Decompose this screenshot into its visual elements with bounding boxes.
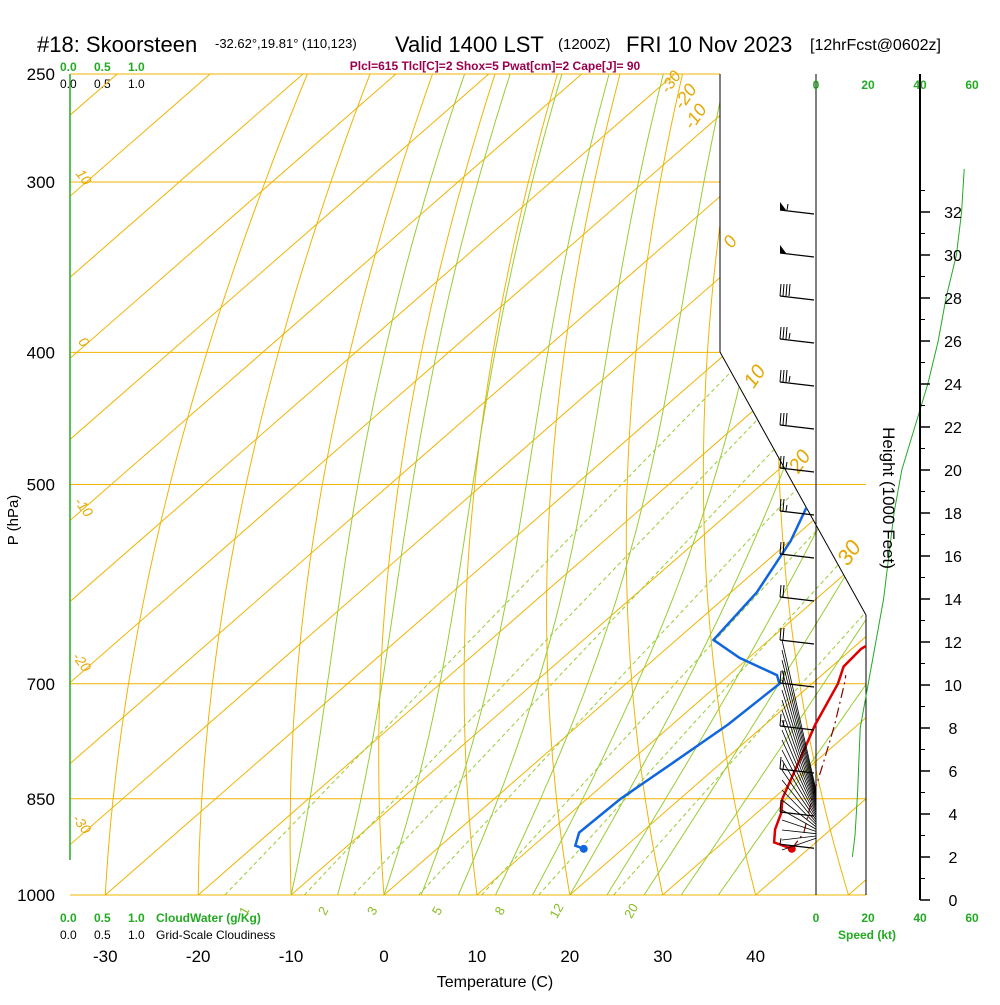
height-tick-label: 10 [944, 678, 962, 695]
title-date: FRI 10 Nov 2023 [626, 32, 792, 57]
speed-bottom-tick-label: 0 [813, 911, 820, 925]
speed-top-tick-label: 60 [965, 78, 979, 92]
temperature-tick-label: -30 [93, 947, 118, 966]
cloud-bottom-green-2: 1.0 [128, 911, 145, 925]
y-axis-label: P (hPa) [5, 495, 22, 546]
height-tick-label: 28 [944, 291, 962, 308]
cloud-scale-top-black: 0.0 0.5 1.0 [60, 77, 145, 91]
temperature-tick-label: -20 [186, 947, 211, 966]
height-tick-label: 16 [944, 549, 962, 566]
temperature-tick-label: 40 [746, 947, 765, 966]
height-tick-label: 22 [944, 420, 962, 437]
cloud-top-green-0: 0.0 [60, 60, 77, 74]
height-tick-label: 26 [944, 334, 962, 351]
x-axis-label: Temperature (C) [437, 974, 553, 991]
cloud-bottom-green-0: 0.0 [60, 911, 77, 925]
speed-bottom-tick-label: 60 [965, 911, 979, 925]
pressure-tick-label: 400 [27, 343, 55, 362]
temperature-tick-label: 0 [379, 947, 388, 966]
cloudiness-label: Grid-Scale Cloudiness [156, 928, 275, 942]
pressure-tick-label: 1000 [17, 886, 55, 905]
cloud-top-black-1: 0.5 [94, 77, 111, 91]
temperature-tick-label: 10 [467, 947, 486, 966]
temperature-tick-label: 30 [653, 947, 672, 966]
height-tick-label: 8 [949, 721, 958, 738]
cloud-top-black-2: 1.0 [128, 77, 145, 91]
height-tick-label: 18 [944, 506, 962, 523]
cloud-bottom-black-0: 0.0 [60, 928, 77, 942]
cloud-bottom-black-2: 1.0 [128, 928, 145, 942]
pressure-tick-label: 500 [27, 476, 55, 495]
height-tick-label: 2 [949, 850, 958, 867]
speed-top-tick-label: 20 [861, 78, 875, 92]
title-forecast: [12hrFcst@0602z] [810, 37, 941, 54]
speed-top-tick-label: 0 [813, 78, 820, 92]
title-valid: Valid 1400 LST [395, 32, 544, 57]
cloud-bottom-black-1: 0.5 [94, 928, 111, 942]
title-coords: -32.62°,19.81° (110,123) [215, 36, 357, 51]
surface-dewpoint-dot [580, 845, 588, 853]
cloud-scale-top-green: 0.0 0.5 1.0 [60, 60, 145, 74]
height-tick-label: 6 [949, 764, 958, 781]
height-tick-label: 14 [944, 592, 962, 609]
temperature-tick-label: 20 [560, 947, 579, 966]
speed-bottom-tick-label: 40 [913, 911, 927, 925]
height-axis-label: Height (1000 Feet) [879, 427, 898, 569]
cloud-top-black-0: 0.0 [60, 77, 77, 91]
height-tick-label: 24 [944, 377, 962, 394]
cloud-top-green-2: 1.0 [128, 60, 145, 74]
height-tick-label: 0 [949, 893, 958, 910]
speed-bottom-tick-label: 20 [861, 911, 875, 925]
title-station: #18: Skoorsteen [37, 32, 197, 57]
cloud-top-green-1: 0.5 [94, 60, 111, 74]
title-utc: (1200Z) [558, 36, 611, 53]
height-tick-label: 32 [944, 205, 962, 222]
height-tick-label: 20 [944, 463, 962, 480]
height-tick-label: 4 [949, 807, 958, 824]
pressure-tick-label: 700 [27, 675, 55, 694]
pressure-tick-label: 850 [27, 790, 55, 809]
height-tick-label: 30 [944, 248, 962, 265]
cloud-bottom-green-1: 0.5 [94, 911, 111, 925]
temperature-tick-label: -10 [279, 947, 304, 966]
pressure-tick-label: 250 [27, 65, 55, 84]
sounding-params: Plcl=615 Tlcl[C]=2 Shox=5 Pwat[cm]=2 Cap… [350, 59, 641, 73]
height-tick-label: 12 [944, 635, 962, 652]
speed-axis-label: Speed (kt) [838, 928, 896, 942]
pressure-tick-label: 300 [27, 173, 55, 192]
